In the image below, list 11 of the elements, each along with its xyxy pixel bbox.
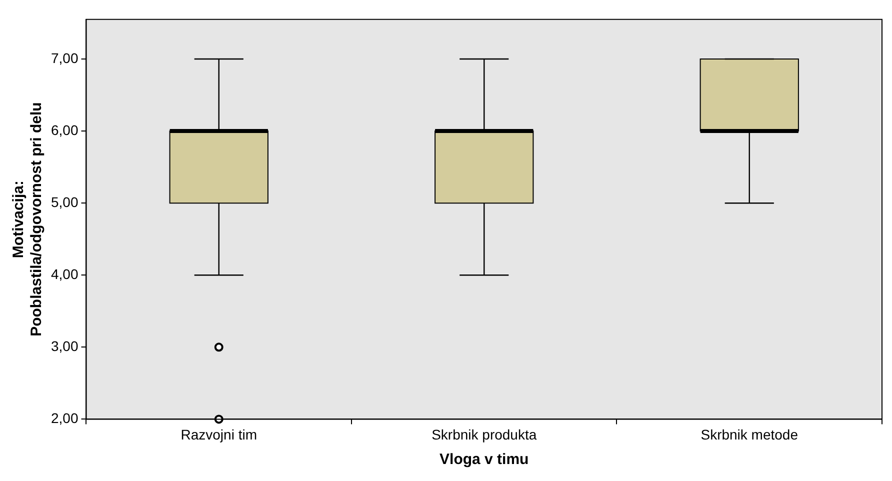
y-axis-title: Motivacija: Pooblastila/odgovornost pri delu: [10, 102, 46, 336]
x-tick-label: Razvojni tim: [180, 426, 257, 442]
y-tick-label: 3,00: [51, 338, 78, 354]
y-tick-label: 2,00: [51, 410, 78, 426]
y-tick-label: 5,00: [51, 194, 78, 210]
y-tick-label: 6,00: [51, 122, 78, 138]
y-tick-label: 4,00: [51, 266, 78, 282]
x-tick-label: Skrbnik metode: [700, 426, 798, 442]
x-tick-label: Skrbnik produkta: [432, 426, 537, 442]
x-axis-title: Vloga v timu: [440, 451, 529, 468]
y-tick-label: 7,00: [51, 50, 78, 66]
